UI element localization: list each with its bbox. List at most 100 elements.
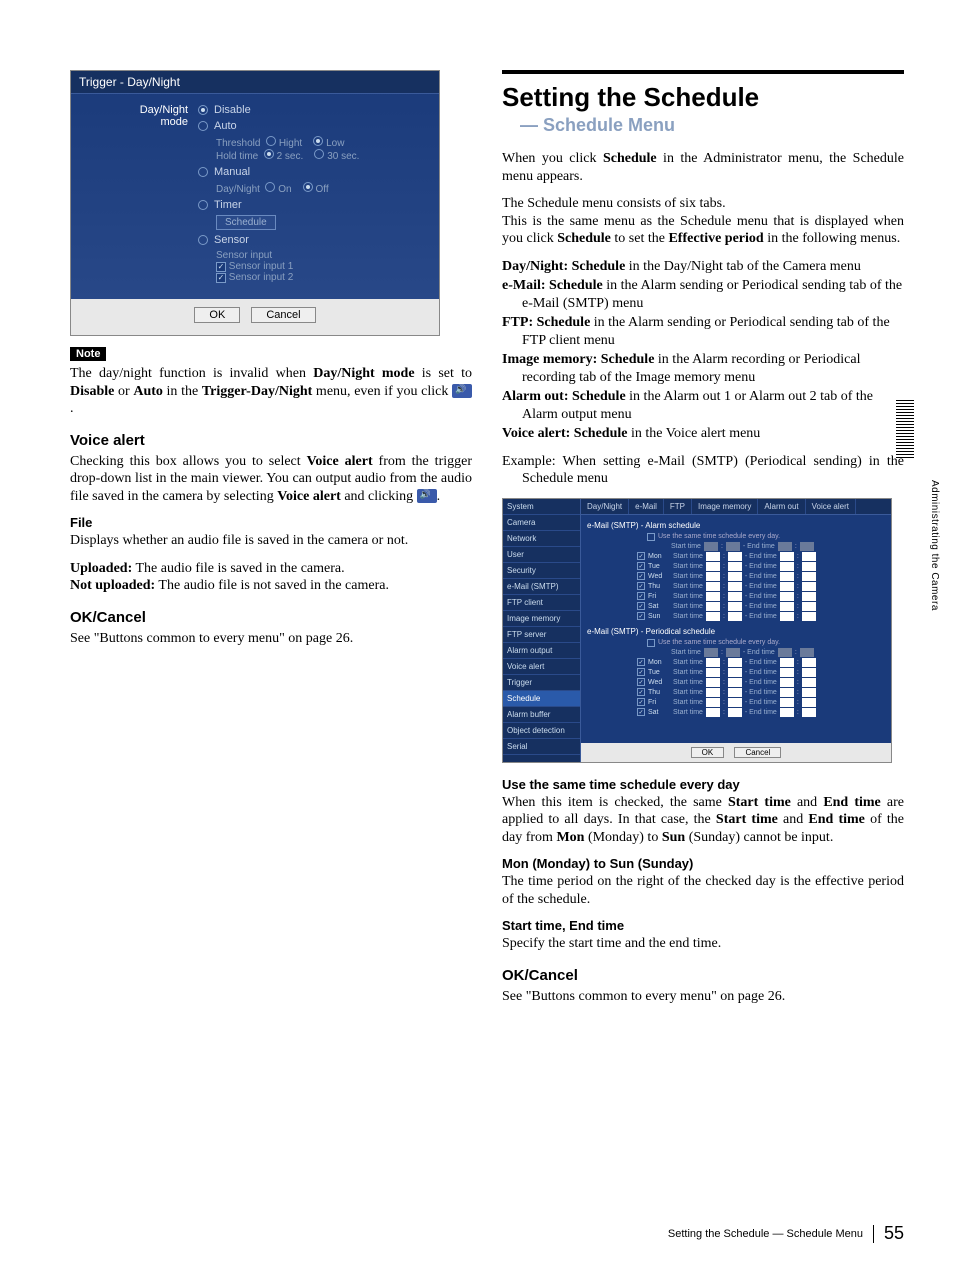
radio-timer[interactable] — [198, 200, 208, 210]
radio-manual[interactable] — [198, 167, 208, 177]
sidebar-item[interactable]: Alarm buffer — [503, 707, 580, 723]
day-checkbox[interactable]: ✓ — [637, 688, 645, 696]
schedule-button[interactable]: Schedule — [216, 215, 276, 230]
day-checkbox[interactable]: ✓ — [637, 658, 645, 666]
day-checkbox[interactable]: ✓ — [637, 572, 645, 580]
time-input[interactable] — [706, 678, 720, 687]
sidebar-item[interactable]: e-Mail (SMTP) — [503, 579, 580, 595]
time-input[interactable] — [728, 658, 742, 667]
time-input[interactable] — [802, 698, 816, 707]
time-input[interactable] — [728, 602, 742, 611]
time-input[interactable] — [706, 572, 720, 581]
sidebar-item[interactable]: Object detection — [503, 723, 580, 739]
time-input[interactable] — [780, 668, 794, 677]
chk-sameday-2[interactable] — [647, 639, 655, 647]
day-checkbox[interactable]: ✓ — [637, 602, 645, 610]
day-checkbox[interactable]: ✓ — [637, 668, 645, 676]
time-input[interactable] — [780, 582, 794, 591]
radio-on[interactable] — [265, 182, 275, 192]
time-input[interactable] — [728, 552, 742, 561]
time-input[interactable] — [706, 688, 720, 697]
radio-auto[interactable] — [198, 121, 208, 131]
time-input[interactable] — [802, 602, 816, 611]
time-input[interactable] — [802, 688, 816, 697]
time-input[interactable] — [728, 612, 742, 621]
day-checkbox[interactable]: ✓ — [637, 612, 645, 620]
time-input[interactable] — [728, 572, 742, 581]
time-input[interactable] — [728, 698, 742, 707]
sidebar-item[interactable]: Camera — [503, 515, 580, 531]
time-input[interactable] — [780, 592, 794, 601]
time-input[interactable] — [706, 708, 720, 717]
time-input[interactable] — [706, 592, 720, 601]
time-input[interactable] — [780, 688, 794, 697]
time-input[interactable] — [780, 678, 794, 687]
day-checkbox[interactable]: ✓ — [637, 562, 645, 570]
time-input[interactable] — [780, 602, 794, 611]
ok-button[interactable]: OK — [194, 307, 240, 323]
time-input[interactable] — [780, 708, 794, 717]
day-checkbox[interactable]: ✓ — [637, 592, 645, 600]
sidebar-item[interactable]: Voice alert — [503, 659, 580, 675]
time-input[interactable] — [706, 612, 720, 621]
time-input[interactable] — [802, 668, 816, 677]
sched-cancel-button[interactable]: Cancel — [734, 747, 781, 758]
time-input[interactable] — [802, 582, 816, 591]
time-input[interactable] — [728, 668, 742, 677]
time-input[interactable] — [780, 698, 794, 707]
day-checkbox[interactable]: ✓ — [637, 708, 645, 716]
time-input[interactable] — [728, 688, 742, 697]
sidebar-item[interactable]: Serial — [503, 739, 580, 755]
sidebar-item[interactable]: Alarm output — [503, 643, 580, 659]
schedule-tab[interactable]: Day/Night — [581, 499, 629, 514]
sidebar-item[interactable]: System — [503, 499, 580, 515]
chk-si1[interactable]: ✓ — [216, 262, 226, 272]
sidebar-item[interactable]: FTP server — [503, 627, 580, 643]
time-input[interactable] — [706, 582, 720, 591]
time-input[interactable] — [802, 678, 816, 687]
time-input[interactable] — [780, 612, 794, 621]
time-input[interactable] — [802, 708, 816, 717]
time-input[interactable] — [706, 562, 720, 571]
sched-ok-button[interactable]: OK — [691, 747, 725, 758]
day-checkbox[interactable]: ✓ — [637, 582, 645, 590]
chk-si2[interactable]: ✓ — [216, 273, 226, 283]
time-input[interactable] — [706, 602, 720, 611]
time-input[interactable] — [706, 658, 720, 667]
schedule-tab[interactable]: FTP — [664, 499, 692, 514]
time-input[interactable] — [706, 668, 720, 677]
time-input[interactable] — [728, 562, 742, 571]
time-input[interactable] — [802, 552, 816, 561]
time-input[interactable] — [728, 678, 742, 687]
sidebar-item[interactable]: Security — [503, 563, 580, 579]
schedule-tab[interactable]: Image memory — [692, 499, 758, 514]
day-checkbox[interactable]: ✓ — [637, 698, 645, 706]
time-input[interactable] — [780, 562, 794, 571]
time-input[interactable] — [706, 698, 720, 707]
time-input[interactable] — [728, 708, 742, 717]
time-input[interactable] — [780, 572, 794, 581]
sidebar-item[interactable]: Schedule — [503, 691, 580, 707]
sidebar-item[interactable]: User — [503, 547, 580, 563]
radio-disable[interactable] — [198, 105, 208, 115]
day-checkbox[interactable]: ✓ — [637, 678, 645, 686]
radio-2sec[interactable] — [264, 149, 274, 159]
radio-sensor[interactable] — [198, 235, 208, 245]
sidebar-item[interactable]: Network — [503, 531, 580, 547]
cancel-button[interactable]: Cancel — [251, 307, 315, 323]
time-input[interactable] — [706, 552, 720, 561]
radio-low[interactable] — [313, 136, 323, 146]
schedule-tab[interactable]: e-Mail — [629, 499, 664, 514]
radio-30sec[interactable] — [314, 149, 324, 159]
day-checkbox[interactable]: ✓ — [637, 552, 645, 560]
radio-off[interactable] — [303, 182, 313, 192]
chk-sameday-1[interactable] — [647, 533, 655, 541]
time-input[interactable] — [802, 562, 816, 571]
time-input[interactable] — [802, 592, 816, 601]
schedule-tab[interactable]: Voice alert — [806, 499, 856, 514]
time-input[interactable] — [780, 658, 794, 667]
sidebar-item[interactable]: Image memory — [503, 611, 580, 627]
time-input[interactable] — [780, 552, 794, 561]
sidebar-item[interactable]: FTP client — [503, 595, 580, 611]
time-input[interactable] — [802, 658, 816, 667]
